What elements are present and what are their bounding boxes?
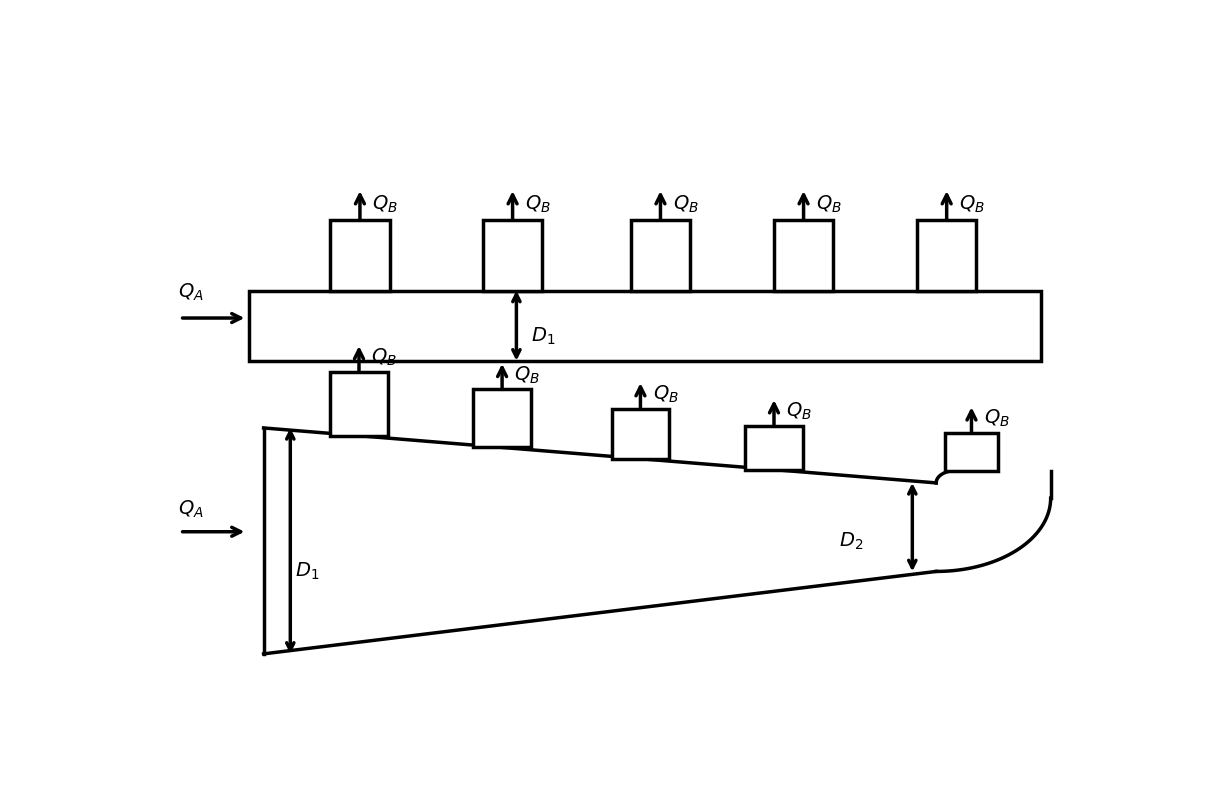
Text: $Q_A$: $Q_A$ [177,498,203,519]
Bar [249,290,1041,361]
Text: $Q_B$: $Q_B$ [652,384,678,405]
Bar [917,220,976,290]
Text: $Q_B$: $Q_B$ [372,347,398,368]
Bar [774,220,833,290]
Text: $Q_B$: $Q_B$ [372,193,398,215]
Bar [330,220,389,290]
Bar [330,372,388,435]
Bar [474,389,531,447]
Bar [612,408,670,458]
Polygon shape [263,428,1050,654]
Text: $Q_B$: $Q_B$ [524,193,550,215]
Bar [945,433,997,471]
Text: $D_1$: $D_1$ [531,326,555,347]
Text: $Q_B$: $Q_B$ [816,193,842,215]
Bar [483,220,542,290]
Text: $Q_A$: $Q_A$ [177,282,203,303]
Text: $D_1$: $D_1$ [295,561,320,582]
Text: $D_2$: $D_2$ [838,531,863,552]
Text: $Q_B$: $Q_B$ [959,193,985,215]
Text: $Q_B$: $Q_B$ [673,193,699,215]
Bar [632,220,691,290]
Text: $Q_B$: $Q_B$ [984,408,1009,429]
Text: $Q_B$: $Q_B$ [787,401,812,422]
Bar [746,426,803,469]
Text: $Q_B$: $Q_B$ [515,365,540,386]
